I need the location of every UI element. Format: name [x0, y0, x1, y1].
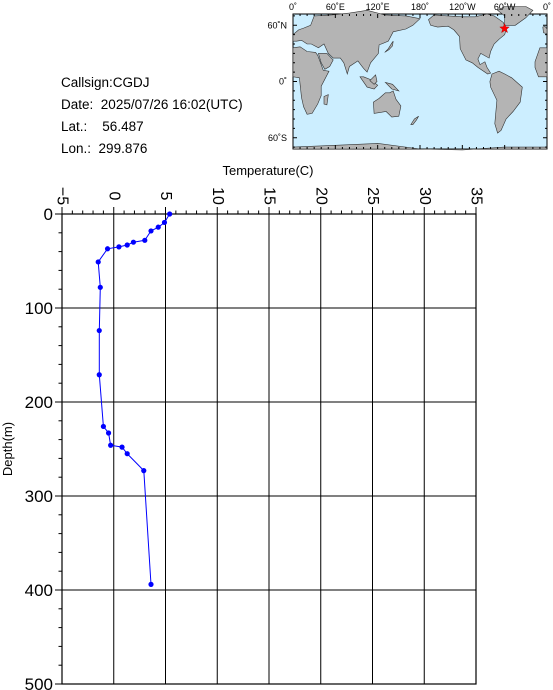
lat-label: Lat.: [61, 119, 88, 134]
map-ticks [292, 14, 548, 149]
lon-value: 299.876 [98, 141, 148, 156]
profile-line [97, 213, 171, 585]
callsign-value: CGDJ [112, 75, 150, 90]
station-marker [499, 22, 510, 34]
data-point [119, 444, 125, 450]
land-mass [410, 115, 419, 125]
land-mass [542, 25, 548, 35]
map-lon-label: 120˚E [366, 2, 390, 12]
data-point [108, 442, 114, 448]
map-lon-label: 0˚ [289, 2, 297, 12]
lat-row: Lat.: 56.487 [61, 116, 243, 138]
land-mass [384, 81, 400, 92]
y-tick-label: 200 [25, 393, 53, 412]
station-star-icon [499, 22, 510, 34]
y-axis-label: Depth(m) [0, 422, 15, 476]
x-axis-label: Temperature(C) [222, 163, 313, 178]
y-tick-label: 0 [44, 205, 53, 224]
chart-grid [55, 207, 477, 685]
callsign-row: Callsign:CGDJ [61, 72, 243, 94]
date-row: Date: 2025/07/26 16:02(UTC) [61, 94, 243, 116]
land-mass [373, 90, 402, 118]
data-point [100, 423, 106, 430]
lat-value: 56.487 [102, 119, 144, 134]
land-mass [497, 6, 534, 26]
land-mass [369, 74, 378, 85]
y-tick-labels: 0 100 200 300 400 500 [25, 205, 53, 690]
x-tick-label: 20 [312, 187, 329, 205]
map-lat-label: 0˚ [279, 77, 287, 87]
x-tick-label: −5 [54, 187, 71, 205]
data-point [97, 284, 103, 290]
x-tick-label: 0 [105, 192, 122, 201]
data-point [141, 468, 147, 474]
plot-frame [61, 213, 477, 685]
land-mass [489, 70, 523, 134]
callsign-label: Callsign: [61, 75, 113, 90]
map-labels: 0˚ 60˚E 120˚E 180˚ 120˚W 60˚W 0˚60˚N0˚60˚S [267, 2, 551, 143]
date-value: 2025/07/26 16:02(UTC) [100, 97, 243, 112]
data-point [116, 244, 122, 250]
land-mass [534, 47, 548, 78]
land-mass [359, 76, 379, 90]
data-point [95, 259, 101, 265]
data-point [148, 581, 154, 587]
x-tick-label: 35 [468, 187, 485, 205]
x-tick-labels: −5 0 5 10 15 20 25 30 35 [54, 187, 485, 205]
map-lon-label: 60˚W [494, 2, 516, 12]
land-mass [292, 46, 330, 115]
land-mass [323, 94, 329, 106]
data-point [96, 372, 102, 378]
x-tick-label: 10 [209, 187, 226, 205]
data-point [148, 228, 154, 234]
date-label: Date: [61, 97, 94, 112]
map-lat-label: 60˚S [268, 133, 287, 143]
map-lon-label: 180˚ [411, 2, 429, 12]
data-point [104, 246, 111, 252]
data-point [124, 242, 130, 248]
map-lon-label: 60˚E [326, 2, 345, 12]
x-tick-label: 15 [261, 187, 278, 205]
map-lon-label: 120˚W [449, 2, 476, 12]
x-tick-label: 30 [416, 187, 433, 205]
land-mass [292, 9, 421, 76]
data-point [96, 327, 102, 334]
data-point [130, 239, 137, 245]
y-tick-label: 300 [25, 487, 53, 506]
land-mass [384, 41, 394, 53]
y-tick-label: 500 [25, 675, 53, 690]
y-tick-label: 400 [25, 581, 53, 600]
map-lon-label: 0˚ [543, 2, 551, 12]
data-point [161, 219, 168, 226]
lon-label: Lon.: [61, 141, 92, 156]
data-point [124, 451, 130, 457]
temperature-series [95, 211, 173, 587]
map-land [292, 6, 548, 151]
lon-row: Lon.: 299.876 [61, 138, 243, 160]
data-point [105, 430, 112, 436]
data-point [167, 211, 173, 217]
land-mass [428, 13, 507, 75]
x-tick-label: 5 [157, 192, 174, 201]
station-info: Callsign:CGDJ Date: 2025/07/26 16:02(UTC… [61, 72, 243, 160]
x-tick-label: 25 [364, 187, 381, 205]
land-mass [317, 53, 334, 70]
map-lat-label: 60˚N [267, 20, 287, 30]
data-point [142, 237, 148, 243]
world-map: 0˚ 60˚E 120˚E 180˚ 120˚W 60˚W 0˚60˚N0˚60˚S [267, 2, 551, 151]
y-tick-label: 100 [25, 299, 53, 318]
data-point [155, 224, 161, 230]
